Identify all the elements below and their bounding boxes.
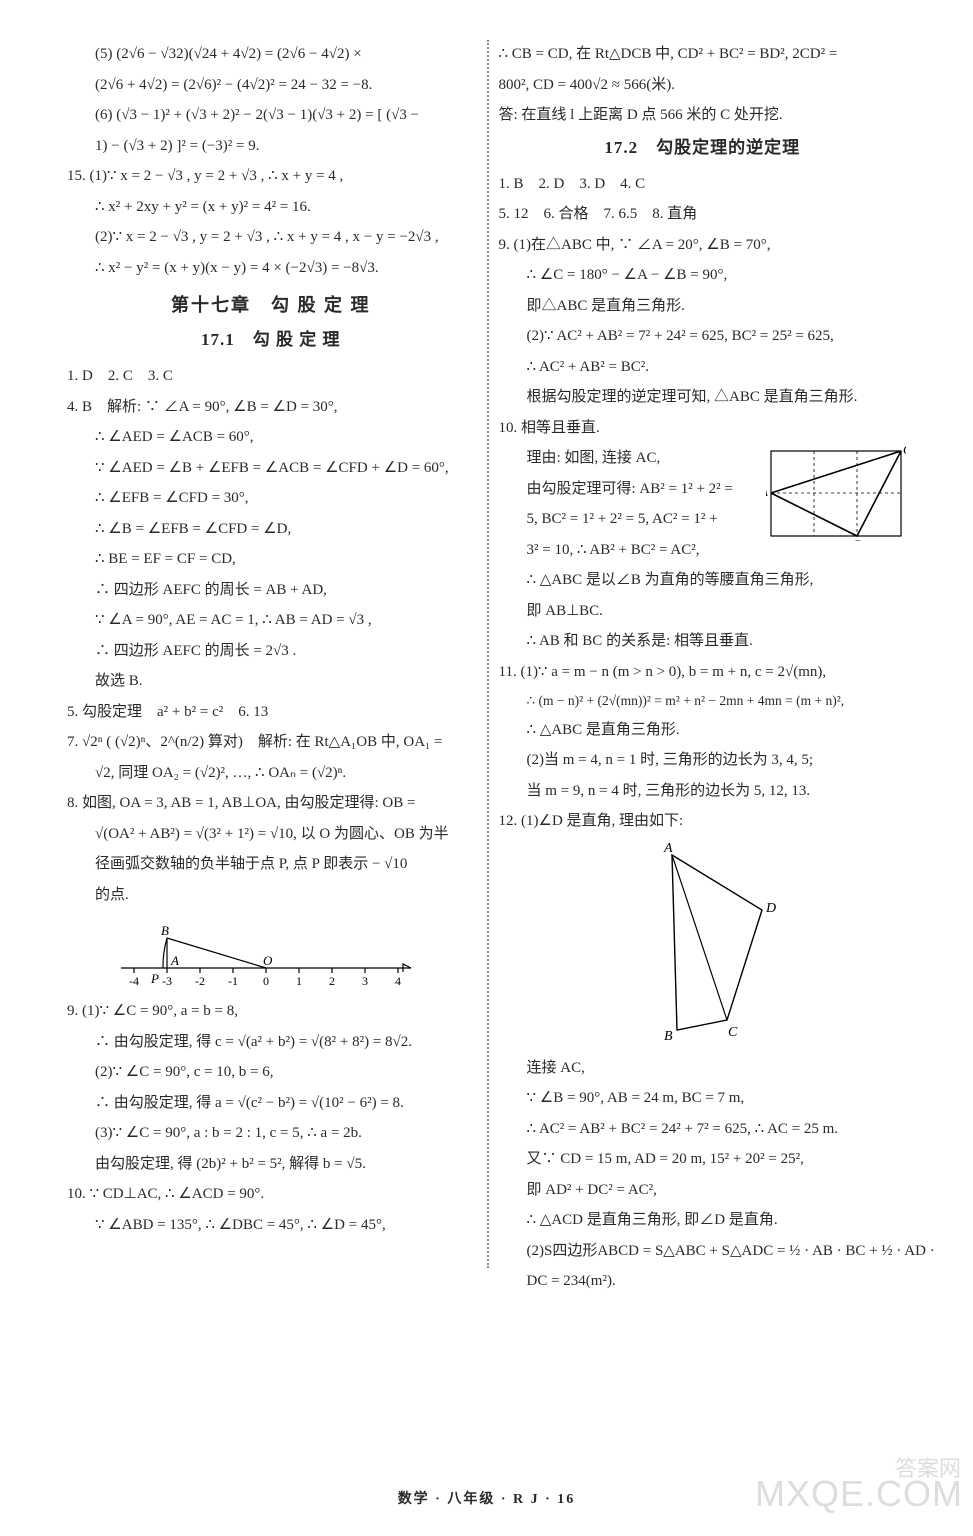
svg-text:B: B [854, 537, 862, 541]
text-line: 800², CD = 400√2 ≈ 566(米). [499, 71, 907, 100]
svg-text:C: C [728, 1025, 738, 1040]
text-line: ∴ 由勾股定理, 得 a = √(c² − b²) = √(10² − 6²) … [67, 1089, 475, 1118]
text-line: 当 m = 9, n = 4 时, 三角形的边长为 5, 12, 13. [499, 777, 907, 806]
text-line: ∴ (m − n)² + (2√(mn))² = m² + n² − 2mn +… [499, 688, 907, 714]
page: (5) (2√6 − √32)(√24 + 4√2) = (2√6 − 4√2)… [0, 0, 973, 1328]
svg-text:C: C [903, 446, 906, 457]
text-line: (2)S四边形ABCD = S△ABC + S△ADC = ½ · AB · B… [499, 1237, 907, 1266]
text-line: ∴ △ACD 是直角三角形, 即∠D 是直角. [499, 1206, 907, 1235]
text-line: ∴ AC² + AB² = BC². [499, 353, 907, 382]
svg-text:A: A [663, 841, 673, 856]
text-line: ∴ AB 和 BC 的关系是: 相等且垂直. [499, 627, 907, 656]
text-line: 的点. [67, 881, 475, 910]
text-line: ∴ △ABC 是以∠B 为直角的等腰直角三角形, [499, 566, 907, 595]
text-line: ∵ ∠A = 90°, AE = AC = 1, ∴ AB = AD = √3 … [67, 606, 475, 635]
svg-text:3: 3 [362, 974, 368, 988]
text-line: 即△ABC 是直角三角形. [499, 292, 907, 321]
text-line: ∵ ∠B = 90°, AB = 24 m, BC = 7 m, [499, 1084, 907, 1113]
text-line: ∴ ∠AED = ∠ACB = 60°, [67, 423, 475, 452]
numberline-figure: P A B O -4 -3 -2 -1 0 1 2 3 4 [111, 913, 431, 993]
svg-text:4: 4 [395, 974, 401, 988]
text-line: ∴ ∠C = 180° − ∠A − ∠B = 90°, [499, 261, 907, 290]
text-line: 故选 B. [67, 667, 475, 696]
text-line: ∴ x² + 2xy + y² = (x + y)² = 4² = 16. [67, 193, 475, 222]
text-line: ∴ AC² = AB² + BC² = 24² + 7² = 625, ∴ AC… [499, 1115, 907, 1144]
text-line: 9. (1)在△ABC 中, ∵ ∠A = 20°, ∠B = 70°, [499, 231, 907, 260]
column-divider [487, 40, 489, 1268]
text-line: 径画弧交数轴的负半轴于点 P, 点 P 即表示 − √10 [67, 850, 475, 879]
text-line: 由勾股定理, 得 (2b)² + b² = 5², 解得 b = √5. [67, 1150, 475, 1179]
text-line: (2)∵ ∠C = 90°, c = 10, b = 6, [67, 1058, 475, 1087]
text-line: 又∵ CD = 15 m, AD = 20 m, 15² + 20² = 25²… [499, 1145, 907, 1174]
svg-text:2: 2 [329, 974, 335, 988]
text-line: ∴ BE = EF = CF = CD, [67, 545, 475, 574]
text-line: (2)∵ x = 2 − √3 , y = 2 + √3 , ∴ x + y =… [67, 223, 475, 252]
svg-text:B: B [664, 1029, 673, 1044]
text-line: ∴ x² − y² = (x + y)(x − y) = 4 × (−2√3) … [67, 254, 475, 283]
text-line: 5. 勾股定理 a² + b² = c² 6. 13 [67, 698, 475, 727]
svg-text:0: 0 [263, 974, 269, 988]
svg-text:A: A [170, 953, 179, 968]
text-line: (3)∵ ∠C = 90°, a : b = 2 : 1, c = 5, ∴ a… [67, 1119, 475, 1148]
section-title: 17.2 勾股定理的逆定理 [499, 132, 907, 164]
svg-text:O: O [263, 953, 273, 968]
text-line: ∴ CB = CD, 在 Rt△DCB 中, CD² + BC² = BD², … [499, 40, 907, 69]
svg-text:-1: -1 [228, 974, 238, 988]
text-line: 10. ∵ CD⊥AC, ∴ ∠ACD = 90°. [67, 1180, 475, 1209]
text-line: 根据勾股定理的逆定理可知, △ABC 是直角三角形. [499, 383, 907, 412]
svg-text:-2: -2 [195, 974, 205, 988]
text-line: 即 AB⊥BC. [499, 597, 907, 626]
watermark-en: MXQE.COM [755, 1460, 963, 1528]
text-line: 10. 相等且垂直. [499, 414, 907, 443]
text-line: DC = 234(m²). [499, 1267, 907, 1296]
svg-text:A: A [766, 484, 768, 499]
text-line: 12. (1)∠D 是直角, 理由如下: [499, 807, 907, 836]
text-line: 即 AD² + DC² = AC², [499, 1176, 907, 1205]
text-line: 1. B 2. D 3. D 4. C [499, 170, 907, 199]
text-line: (2)当 m = 4, n = 1 时, 三角形的边长为 3, 4, 5; [499, 746, 907, 775]
text-line: √(OA² + AB²) = √(3² + 1²) = √10, 以 O 为圆心… [67, 820, 475, 849]
right-column: ∴ CB = CD, 在 Rt△DCB 中, CD² + BC² = BD², … [487, 40, 919, 1298]
text-line: ∴ ∠EFB = ∠CFD = 30°, [67, 484, 475, 513]
svg-text:D: D [765, 901, 776, 916]
svg-text:B: B [161, 923, 169, 938]
text-line: 1. D 2. C 3. C [67, 362, 475, 391]
text-line: 1) − (√3 + 2) ]² = (−3)² = 9. [67, 132, 475, 161]
text-line: (2√6 + 4√2) = (2√6)² − (4√2)² = 24 − 32 … [67, 71, 475, 100]
text-line: 15. (1)∵ x = 2 − √3 , y = 2 + √3 , ∴ x +… [67, 162, 475, 191]
text-line: 答: 在直线 l 上距离 D 点 566 米的 C 处开挖. [499, 101, 907, 130]
grid-diagram: A B C [766, 446, 906, 541]
quad-diagram: A D C B [602, 840, 802, 1050]
text-line: ∵ ∠ABD = 135°, ∴ ∠DBC = 45°, ∴ ∠D = 45°, [67, 1211, 475, 1240]
text-line: 9. (1)∵ ∠C = 90°, a = b = 8, [67, 997, 475, 1026]
text-line: (2)∵ AC² + AB² = 7² + 24² = 625, BC² = 2… [499, 322, 907, 351]
text-line: (5) (2√6 − √32)(√24 + 4√2) = (2√6 − 4√2)… [67, 40, 475, 69]
svg-text:1: 1 [296, 974, 302, 988]
text-line: ∵ ∠AED = ∠B + ∠EFB = ∠ACB = ∠CFD + ∠D = … [67, 454, 475, 483]
svg-text:-3: -3 [162, 974, 172, 988]
text-line: (6) (√3 − 1)² + (√3 + 2)² − 2(√3 − 1)(√3… [67, 101, 475, 130]
text-line: 8. 如图, OA = 3, AB = 1, AB⊥OA, 由勾股定理得: OB… [67, 789, 475, 818]
text-line: ∴ ∠B = ∠EFB = ∠CFD = ∠D, [67, 515, 475, 544]
text-line: ∴ 四边形 AEFC 的周长 = 2√3 . [67, 637, 475, 666]
text-line: ∴ △ABC 是直角三角形. [499, 716, 907, 745]
svg-text:P: P [150, 971, 159, 986]
text-line: 7. √2ⁿ ( (√2)ⁿ、2^(n/2) 算对) 解析: 在 Rt△A₁OB… [67, 728, 475, 757]
text-line: ∴ 四边形 AEFC 的周长 = AB + AD, [67, 576, 475, 605]
text-line: 连接 AC, [499, 1054, 907, 1083]
text-line: ∴ 由勾股定理, 得 c = √(a² + b²) = √(8² + 8²) =… [67, 1028, 475, 1057]
svg-text:-4: -4 [129, 974, 139, 988]
text-line: 5. 12 6. 合格 7. 6.5 8. 直角 [499, 200, 907, 229]
chapter-title: 第十七章 勾 股 定 理 [67, 288, 475, 322]
left-column: (5) (2√6 − √32)(√24 + 4√2) = (2√6 − 4√2)… [55, 40, 487, 1298]
section-title: 17.1 勾 股 定 理 [67, 324, 475, 356]
text-line: 4. B 解析: ∵ ∠A = 90°, ∠B = ∠D = 30°, [67, 393, 475, 422]
text-line: 11. (1)∵ a = m − n (m > n > 0), b = m + … [499, 658, 907, 687]
text-line: √2, 同理 OA₂ = (√2)², …, ∴ OAₙ = (√2)ⁿ. [67, 759, 475, 788]
